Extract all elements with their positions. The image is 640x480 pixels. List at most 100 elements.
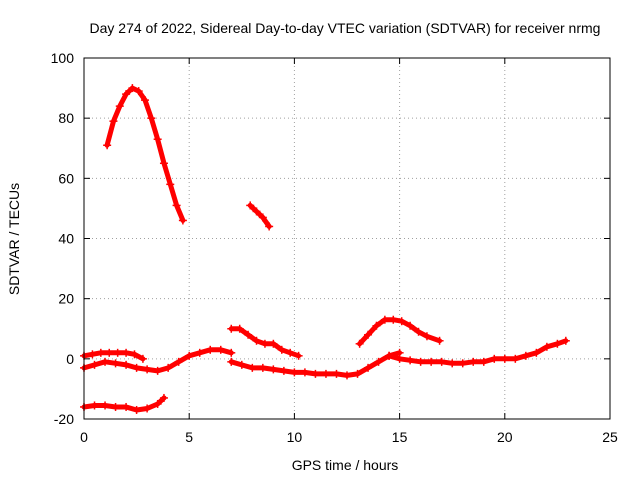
data-point bbox=[130, 350, 139, 359]
data-point bbox=[153, 135, 162, 144]
data-point bbox=[109, 117, 118, 126]
data-point bbox=[128, 84, 137, 93]
grid-lines bbox=[84, 58, 610, 419]
data-point bbox=[286, 348, 295, 357]
data-point bbox=[416, 357, 425, 366]
data-point bbox=[300, 368, 309, 377]
data-point bbox=[372, 321, 381, 330]
data-marks bbox=[80, 84, 570, 414]
data-point bbox=[561, 336, 570, 345]
data-point bbox=[132, 405, 141, 414]
data-point bbox=[435, 336, 444, 345]
data-point bbox=[374, 357, 383, 366]
series-arc-low bbox=[355, 315, 444, 348]
data-point bbox=[122, 402, 131, 411]
data-point bbox=[406, 356, 415, 365]
data-point bbox=[469, 357, 478, 366]
data-point bbox=[147, 114, 156, 123]
data-point bbox=[542, 342, 551, 351]
data-point bbox=[138, 354, 147, 363]
y-tick-label: 0 bbox=[66, 351, 74, 367]
data-point bbox=[343, 371, 351, 380]
data-point bbox=[174, 357, 183, 366]
data-point bbox=[252, 336, 261, 345]
data-point bbox=[252, 207, 261, 216]
series-low-2 bbox=[80, 345, 236, 375]
y-tick-label: 80 bbox=[58, 110, 74, 126]
data-point bbox=[258, 363, 267, 372]
y-axis-label: SDTVAR / TECUs bbox=[6, 183, 22, 295]
data-point bbox=[134, 87, 143, 96]
data-point bbox=[294, 351, 303, 360]
data-point bbox=[269, 365, 278, 374]
data-point bbox=[269, 339, 278, 348]
data-point bbox=[90, 360, 99, 369]
data-point bbox=[321, 369, 330, 378]
x-tick-label: 25 bbox=[602, 429, 618, 445]
data-point bbox=[153, 399, 162, 408]
series-low-5 bbox=[227, 348, 404, 380]
series-line bbox=[81, 395, 167, 413]
series-line bbox=[386, 338, 569, 366]
plot-frame bbox=[83, 57, 611, 420]
data-point bbox=[479, 357, 488, 366]
data-point bbox=[96, 348, 105, 357]
data-point bbox=[185, 351, 194, 360]
data-point bbox=[406, 321, 415, 330]
data-point bbox=[258, 213, 267, 222]
data-point bbox=[143, 365, 152, 374]
data-point bbox=[248, 363, 257, 372]
data-point bbox=[500, 354, 509, 363]
data-point bbox=[553, 339, 562, 348]
data-point bbox=[422, 332, 431, 341]
data-point bbox=[395, 354, 404, 363]
data-point bbox=[122, 348, 131, 357]
data-point bbox=[101, 401, 110, 410]
data-point bbox=[122, 360, 131, 369]
chart-title: Day 274 of 2022, Sidereal Day-to-day VTE… bbox=[90, 20, 601, 36]
data-point bbox=[380, 315, 389, 324]
data-point bbox=[143, 404, 152, 413]
data-point bbox=[389, 315, 398, 324]
data-point bbox=[172, 201, 181, 210]
data-point bbox=[141, 96, 150, 105]
data-point bbox=[105, 348, 114, 357]
series-low-6 bbox=[385, 336, 570, 368]
data-point bbox=[532, 348, 541, 357]
series-low-4 bbox=[227, 324, 303, 360]
data-point bbox=[355, 339, 364, 348]
data-point bbox=[111, 402, 120, 411]
data-point bbox=[511, 354, 520, 363]
data-point bbox=[490, 354, 499, 363]
data-point bbox=[90, 401, 99, 410]
data-point bbox=[353, 369, 362, 378]
x-tick-label: 15 bbox=[392, 429, 408, 445]
data-point bbox=[397, 317, 406, 326]
x-tick-label: 5 bbox=[185, 429, 193, 445]
series-line bbox=[104, 85, 186, 223]
data-point bbox=[101, 357, 110, 366]
series-arc-high bbox=[103, 84, 187, 225]
data-point bbox=[115, 102, 124, 111]
data-point bbox=[448, 359, 457, 368]
data-point bbox=[164, 363, 173, 372]
data-point bbox=[227, 348, 236, 357]
data-point bbox=[364, 330, 373, 339]
data-point bbox=[159, 159, 168, 168]
data-point bbox=[178, 216, 187, 225]
series-line bbox=[357, 317, 443, 347]
data-point bbox=[237, 360, 246, 369]
data-point bbox=[277, 345, 286, 354]
data-point bbox=[437, 357, 446, 366]
data-point bbox=[195, 348, 204, 357]
data-point bbox=[332, 369, 341, 378]
series-line bbox=[247, 202, 272, 229]
data-point bbox=[427, 357, 436, 366]
data-point bbox=[521, 351, 530, 360]
data-point bbox=[111, 359, 120, 368]
data-point bbox=[166, 180, 175, 189]
series-low-3 bbox=[80, 393, 168, 414]
data-point bbox=[216, 345, 225, 354]
y-tick-label: 60 bbox=[58, 170, 74, 186]
data-point bbox=[88, 350, 97, 359]
